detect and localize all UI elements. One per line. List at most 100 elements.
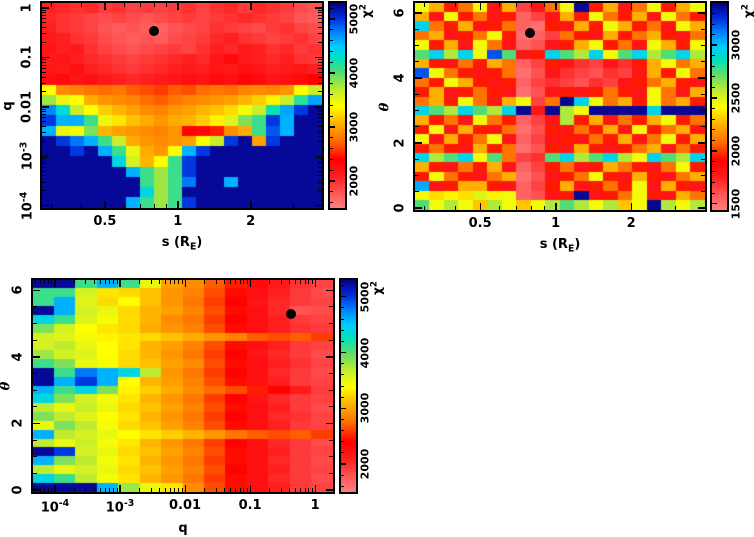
x-minor-tick [308,280,310,284]
y-minor-tick [318,18,322,20]
x-minor-tick [304,280,306,284]
x-minor-tick [204,488,206,492]
y-major-tick [42,106,49,108]
bar-minor-tick [330,105,333,106]
x-major-tick [54,280,56,287]
x-minor-tick [295,488,297,492]
y-minor-tick [318,170,322,172]
y-minor-tick [318,158,322,160]
bar-minor-tick [712,23,715,25]
x-minor-tick [543,206,545,210]
bar-minor-tick [712,129,715,131]
x-minor-tick [311,488,313,492]
y-minor-tick [318,61,322,63]
x-minor-tick [499,3,501,7]
bar-minor-tick [330,148,333,150]
x-minor-tick [34,280,36,284]
x-major-tick [314,280,317,287]
bar-minor-tick [712,192,715,194]
x-tick-label: 0.5 [468,216,492,231]
y-minor-tick [415,45,419,47]
bar-minor-tick [341,363,344,365]
x-minor-tick [181,280,183,284]
x-minor-tick [516,206,518,210]
x-minor-tick [178,488,180,492]
y-minor-tick [33,323,37,325]
y-minor-tick [42,132,46,134]
bar-minor-tick [330,40,333,42]
bar-minor-tick [341,329,344,331]
y-minor-tick [329,373,333,375]
x-minor-tick [423,3,425,7]
x-minor-tick [300,488,302,492]
x-minor-tick [105,488,107,492]
x-minor-tick [530,206,532,210]
y-minor-tick [318,27,322,29]
y-minor-tick [329,339,333,341]
x-minor-tick [48,488,50,492]
y-minor-tick [318,22,322,24]
bar-minor-tick [712,76,715,78]
bar-major-tick [712,150,717,152]
y-major-tick [42,204,49,207]
y-minor-tick [42,64,46,66]
y-tick-label: 0.1 [19,45,35,69]
x-minor-tick [223,280,225,284]
bar-minor-tick [341,385,344,387]
bar-major-tick [330,126,335,128]
bar-minor-tick [712,118,715,120]
y-major-tick [415,142,422,144]
y-minor-tick [329,306,333,308]
x-minor-tick [230,488,232,492]
y-minor-tick [33,439,37,441]
x-minor-tick [304,488,306,492]
x-minor-tick [139,488,141,492]
y-major-tick [326,289,333,292]
x-minor-tick [178,280,180,284]
x-minor-tick [674,206,676,210]
y-tick-label: 4 [392,73,408,83]
y-minor-tick [42,158,46,160]
colorbar-title-chi2: χ2 [358,4,374,18]
heatmap-theta-vs-q [33,280,333,492]
colorbar-tick-label: 2000 [358,448,372,480]
y-minor-tick [318,166,322,168]
bar-minor-tick [330,83,333,85]
y-minor-tick [318,64,322,66]
x-minor-tick [93,280,95,284]
y-minor-tick [42,61,46,63]
y-major-tick [315,204,322,207]
bar-minor-tick [330,137,333,139]
y-tick-label: 2 [10,418,26,428]
y-minor-tick [318,117,322,119]
x-minor-tick [164,280,166,284]
bar-minor-tick [712,160,715,162]
bar-minor-tick [341,340,344,342]
x-minor-tick [280,280,282,284]
x-minor-tick [158,280,160,284]
y-major-tick [698,207,705,209]
colorbar-title-chi2: χ2 [740,4,754,18]
x-major-tick [119,485,121,492]
x-minor-tick [530,3,532,7]
y-minor-tick [318,9,322,11]
y-minor-tick [42,140,46,142]
x-major-tick [630,3,633,10]
x-tick-label: 2 [246,214,256,229]
y-minor-tick [318,190,322,192]
bar-major-tick [341,463,346,465]
y-major-tick [315,7,322,9]
bar-minor-tick [330,29,333,31]
y-minor-tick [42,181,46,183]
y-minor-tick [415,126,419,128]
y-major-tick [315,155,322,158]
x-minor-tick [543,3,545,7]
x-tick-label: 10-3 [105,498,135,516]
bar-minor-tick [712,139,715,141]
bar-minor-tick [341,441,344,443]
bar-minor-tick [330,202,333,204]
x-minor-tick [80,204,82,208]
y-minor-tick [42,33,46,35]
x-minor-tick [246,488,248,492]
x-minor-tick [235,280,237,284]
